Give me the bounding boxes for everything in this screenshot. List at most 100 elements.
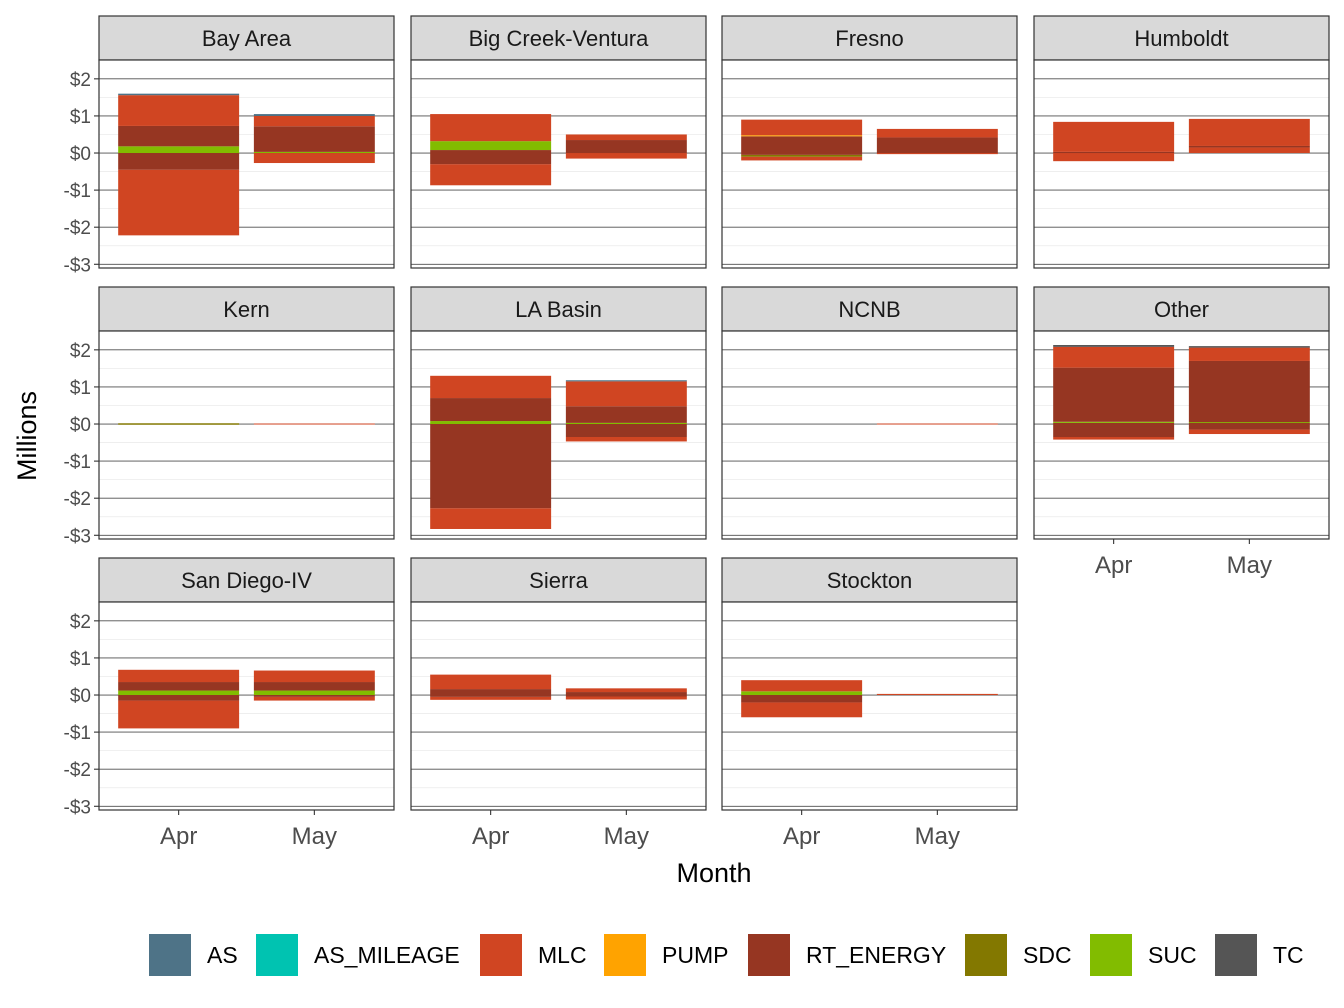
facet-strip [721,557,1018,603]
bar-segment-mlc [430,674,552,690]
bar-segment-rt-energy [118,153,240,170]
x-tick-label: May [604,823,649,850]
bar-segment-mlc [430,164,552,186]
bar-segment-mlc [430,114,552,142]
bar-segment-as [253,114,375,116]
panel-border [98,330,395,540]
bar-segment-tc [1188,346,1310,348]
bar-segment-rt-energy [1053,151,1175,154]
bar-segment-mlc [253,423,375,425]
legend-swatch [149,934,191,976]
legend-label: SDC [1023,942,1072,968]
legend-swatch [256,934,298,976]
facet-strip [1033,15,1330,61]
facet-strip [721,286,1018,332]
bar-segment-rt-energy [118,695,240,701]
facet-panel: Kern $2 $1 $0 -$1 -$2 -$3 [64,286,395,547]
panel-border [721,59,1018,269]
y-tick-label: $0 [70,144,91,165]
bar-segment-rt-energy [565,692,687,697]
x-axis-title: Month [676,858,751,888]
panel-border [721,330,1018,540]
bar-segment-tc [1053,345,1175,347]
bar-segment-suc [1053,421,1175,423]
facet-title: Stockton [827,568,913,593]
bar-segment-rt-energy [118,682,240,691]
facet-title: Sierra [529,568,588,593]
bar-segment-rt-energy [741,695,863,703]
bar-segment-mlc [1053,153,1175,162]
bar-segment-suc [1188,422,1310,424]
legend-swatch [1090,934,1132,976]
bar-segment-mlc [1053,346,1175,368]
bar-segment-rt-energy [1188,422,1310,430]
legend-label: AS [207,942,238,968]
panel-border [1033,59,1330,269]
y-tick-label: -$2 [64,489,91,510]
facet-panel: Bay Area $2 $1 $0 -$1 -$2 -$3 [64,15,395,276]
panel-background [722,60,1017,268]
bar-segment-mlc [1188,147,1310,154]
y-tick-label: -$3 [64,255,91,276]
facet-title: LA Basin [515,297,602,322]
bar-segment-mlc [565,688,687,693]
legend-swatch [748,934,790,976]
panel-border [410,59,707,269]
facet-strip [98,15,395,61]
facet-panel: LA Basin [410,286,707,540]
y-tick-label: $0 [70,686,91,707]
facet-panel: Other Apr May [1033,286,1330,579]
facet-title: Big Creek-Ventura [469,26,650,51]
legend-item: SDC [965,934,1072,976]
bar-segment-rt-energy [430,398,552,422]
bar-segment-rt-energy [1188,360,1310,423]
bar-segment-suc [253,690,375,696]
facet-panel: Sierra Apr May [410,557,707,850]
facet-strip [721,15,1018,61]
y-tick-label: -$1 [64,723,91,744]
bar-segment-as [118,93,240,96]
facet-panel: Fresno [721,15,1018,269]
bar-segment-rt-energy [430,150,552,165]
legend-label: PUMP [662,942,728,968]
panel-background [99,331,394,539]
facet-strip [410,15,707,61]
legend-item: MLC [480,934,587,976]
facet-panels: Bay Area $2 $1 $0 -$1 -$2 -$3 Big Creek-Ventura… [64,15,1330,850]
bar-segment-mlc [118,669,240,683]
bar-segment-rt-energy [253,695,375,697]
bar-segment-mlc [1053,121,1175,152]
panel-background [722,331,1017,539]
y-tick-label: $2 [70,70,91,91]
bar-segment-mlc [565,437,687,442]
x-tick-label: May [915,823,960,850]
facet-strip [98,286,395,332]
bar-segment-mlc [876,128,998,138]
bar-segment-mlc [565,381,687,407]
x-tick-label: May [1227,552,1272,579]
bar-segment-mlc [876,423,998,425]
facet-panel: NCNB [721,286,1018,540]
legend-label: RT_ENERGY [806,942,946,968]
panel-border [410,330,707,540]
bar-segment-mlc [118,95,240,126]
legend: AS AS_MILEAGE MLC PUMP RT_ENERGY SDC SUC TC [149,934,1304,976]
facet-title: Fresno [835,26,903,51]
bar-segment-mlc [1188,347,1310,361]
bar-segment-suc [118,146,240,154]
bar-segment-mlc [876,693,998,696]
bar-segment-mlc [118,700,240,729]
legend-item: AS [149,934,238,976]
bar-segment-mlc [741,702,863,718]
y-tick-label: -$3 [64,526,91,547]
bar-segment-mlc [430,375,552,399]
bar-segment-rt-energy [565,424,687,437]
panel-border [721,601,1018,811]
facet-title: Other [1154,297,1209,322]
panel-border [1033,330,1330,540]
bar-segment-mlc [1053,437,1175,440]
bar-segment-mlc [876,153,998,155]
panel-border [98,601,395,811]
x-tick-label: Apr [783,823,820,850]
